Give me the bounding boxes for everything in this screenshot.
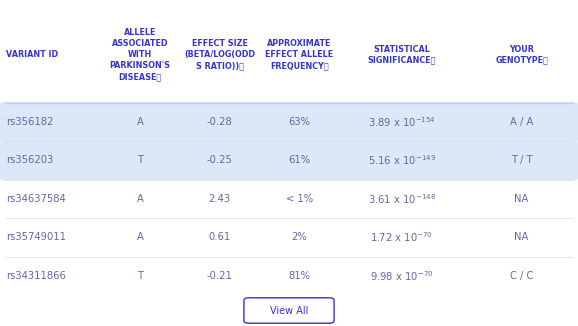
Text: VARIANT ID: VARIANT ID bbox=[6, 50, 58, 59]
Text: A: A bbox=[137, 232, 143, 242]
Text: 3.61 x 10$^{-148}$: 3.61 x 10$^{-148}$ bbox=[368, 192, 436, 206]
FancyBboxPatch shape bbox=[0, 102, 578, 142]
Text: View All: View All bbox=[270, 305, 308, 316]
Text: 63%: 63% bbox=[288, 117, 310, 127]
Text: rs34311866: rs34311866 bbox=[6, 271, 66, 281]
Text: A: A bbox=[137, 194, 143, 204]
Text: rs356203: rs356203 bbox=[6, 156, 53, 165]
Text: rs35749011: rs35749011 bbox=[6, 232, 66, 242]
Text: -0.25: -0.25 bbox=[207, 156, 232, 165]
Text: 9.98 x 10$^{-70}$: 9.98 x 10$^{-70}$ bbox=[370, 269, 434, 283]
Text: T: T bbox=[137, 271, 143, 281]
Text: YOUR
GENOTYPEⓘ: YOUR GENOTYPEⓘ bbox=[495, 45, 548, 65]
Text: NA: NA bbox=[514, 232, 529, 242]
Text: T: T bbox=[137, 156, 143, 165]
Text: -0.21: -0.21 bbox=[207, 271, 232, 281]
Text: NA: NA bbox=[514, 194, 529, 204]
Text: rs34637584: rs34637584 bbox=[6, 194, 65, 204]
Text: 1.72 x 10$^{-70}$: 1.72 x 10$^{-70}$ bbox=[370, 230, 433, 244]
Text: T / T: T / T bbox=[511, 156, 532, 165]
FancyBboxPatch shape bbox=[0, 140, 578, 181]
Text: 3.89 x 10$^{-154}$: 3.89 x 10$^{-154}$ bbox=[368, 115, 436, 129]
Text: A / A: A / A bbox=[510, 117, 533, 127]
Text: APPROXIMATE
EFFECT ALLELE
FREQUENCYⓘ: APPROXIMATE EFFECT ALLELE FREQUENCYⓘ bbox=[265, 39, 333, 70]
Text: 61%: 61% bbox=[288, 156, 310, 165]
Text: -0.28: -0.28 bbox=[207, 117, 232, 127]
Text: A: A bbox=[137, 117, 143, 127]
FancyBboxPatch shape bbox=[244, 298, 334, 323]
Text: STATISTICAL
SIGNIFICANCEⓘ: STATISTICAL SIGNIFICANCEⓘ bbox=[368, 45, 436, 65]
Text: C / C: C / C bbox=[510, 271, 533, 281]
Text: EFFECT SIZE
(BETA/LOG(ODD
S RATIO))ⓘ: EFFECT SIZE (BETA/LOG(ODD S RATIO))ⓘ bbox=[184, 39, 255, 70]
Text: 0.61: 0.61 bbox=[209, 232, 231, 242]
Text: rs356182: rs356182 bbox=[6, 117, 53, 127]
Text: 2%: 2% bbox=[291, 232, 307, 242]
Text: 5.16 x 10$^{-149}$: 5.16 x 10$^{-149}$ bbox=[368, 154, 436, 167]
Text: < 1%: < 1% bbox=[286, 194, 313, 204]
Text: 81%: 81% bbox=[288, 271, 310, 281]
Text: ALLELE
ASSOCIATED
WITH
PARKINSON'S
DISEASEⓘ: ALLELE ASSOCIATED WITH PARKINSON'S DISEA… bbox=[110, 28, 171, 81]
Text: 2.43: 2.43 bbox=[209, 194, 231, 204]
